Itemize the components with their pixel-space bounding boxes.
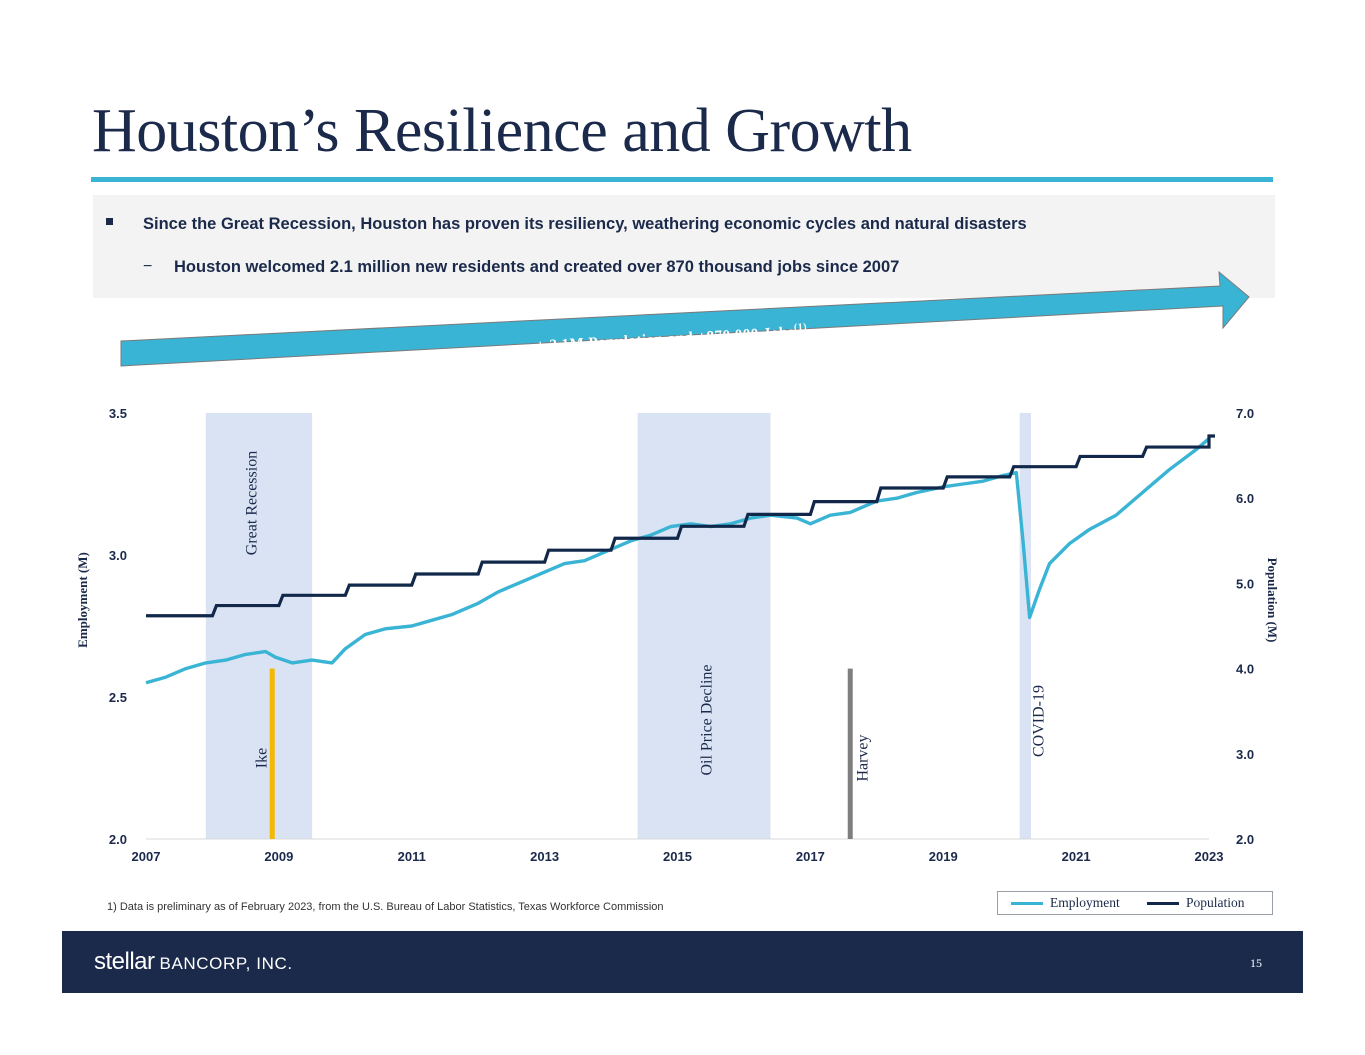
band-label-oil-price-decline: Oil Price Decline (699, 664, 716, 775)
y-right-tick-label: 2.0 (1236, 832, 1254, 847)
event-bar-harvey (847, 668, 853, 839)
logo-wordmark: stellar (94, 948, 155, 975)
x-tick-label: 2015 (663, 849, 692, 864)
company-logo: stellar BANCORP, INC. (94, 948, 293, 976)
series-line-population (146, 434, 1215, 618)
y-axis-title-left: Employment (M) (75, 552, 90, 648)
event-label-harvey: Harvey (855, 734, 872, 781)
legend-population-swatch (1147, 902, 1179, 906)
x-tick-label: 2007 (132, 849, 161, 864)
x-tick-label: 2021 (1062, 849, 1091, 864)
band-label-great-recession: Great Recession (244, 451, 261, 555)
event-bar-ike (269, 668, 275, 839)
page-number: 15 (1250, 956, 1262, 970)
x-tick-label: 2009 (264, 849, 293, 864)
page-title: Houston’s Resilience and Growth (92, 97, 912, 165)
band-covid-19 (1019, 413, 1031, 839)
logo-subtitle: BANCORP, INC. (159, 954, 293, 973)
legend-population-label: Population (1186, 895, 1245, 910)
bullet-main: Since the Great Recession, Houston has p… (143, 215, 1027, 233)
band-oil-price-decline (637, 413, 771, 839)
x-tick-label: 2013 (530, 849, 559, 864)
chart-legend: Employment Population (997, 891, 1273, 915)
y-left-tick-label: 3.5 (109, 406, 127, 421)
y-right-tick-label: 3.0 (1236, 747, 1254, 762)
band-label-covid-19: COVID-19 (1031, 685, 1048, 757)
sub-bullet-dash: − (143, 258, 153, 275)
y-right-tick-label: 6.0 (1236, 491, 1254, 506)
legend-population: Population (1147, 895, 1245, 911)
y-right-tick-label: 4.0 (1236, 662, 1254, 677)
y-left-tick-label: 3.0 (109, 548, 127, 563)
legend-employment-label: Employment (1050, 895, 1120, 910)
x-tick-label: 2019 (929, 849, 958, 864)
band-great-recession (205, 413, 313, 839)
x-tick-label: 2017 (796, 849, 825, 864)
footer-bar: stellar BANCORP, INC. 15 (62, 931, 1303, 993)
y-left-tick-label: 2.5 (109, 690, 127, 705)
event-label-ike: Ike (254, 748, 271, 768)
title-underline (91, 177, 1273, 182)
x-tick-label: 2023 (1195, 849, 1224, 864)
y-right-tick-label: 7.0 (1236, 406, 1254, 421)
footnote: 1) Data is preliminary as of February 20… (107, 901, 664, 913)
y-right-tick-label: 5.0 (1236, 576, 1254, 591)
x-tick-label: 2011 (398, 849, 426, 864)
bullet-square-icon (106, 218, 113, 225)
legend-employment: Employment (1011, 895, 1120, 911)
y-axis-title-right: Population (M) (1265, 558, 1280, 643)
legend-employment-swatch (1011, 902, 1043, 906)
y-left-tick-label: 2.0 (109, 832, 127, 847)
